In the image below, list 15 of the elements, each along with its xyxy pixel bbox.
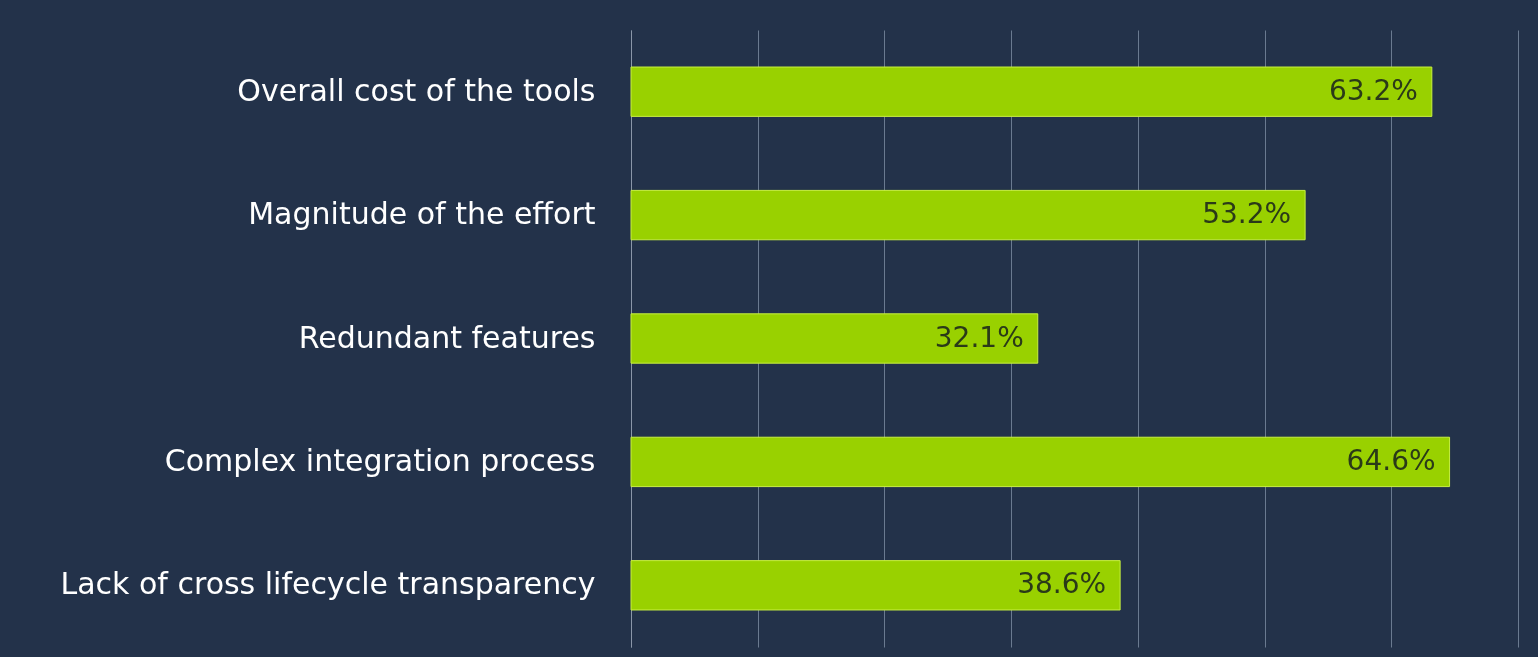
y-tick-label: Magnitude of the effort: [248, 196, 596, 232]
bar: [630, 313, 1039, 364]
y-tick-label: Complex integration process: [164, 442, 596, 478]
y-tick-label: Redundant features: [298, 319, 596, 355]
bar: [630, 189, 1306, 241]
bar: [630, 560, 1121, 611]
data-label: 53.2%: [1202, 197, 1292, 231]
data-label: 63.2%: [1328, 73, 1418, 107]
y-tick-label: Lack of cross lifecycle transparency: [60, 566, 596, 602]
y-tick-label: Overall cost of the tools: [237, 72, 596, 108]
data-label: 32.1%: [934, 320, 1024, 354]
data-label: 64.6%: [1346, 443, 1436, 477]
bar: [630, 436, 1451, 488]
bar: [630, 66, 1433, 117]
data-label: 38.6%: [1017, 567, 1107, 601]
